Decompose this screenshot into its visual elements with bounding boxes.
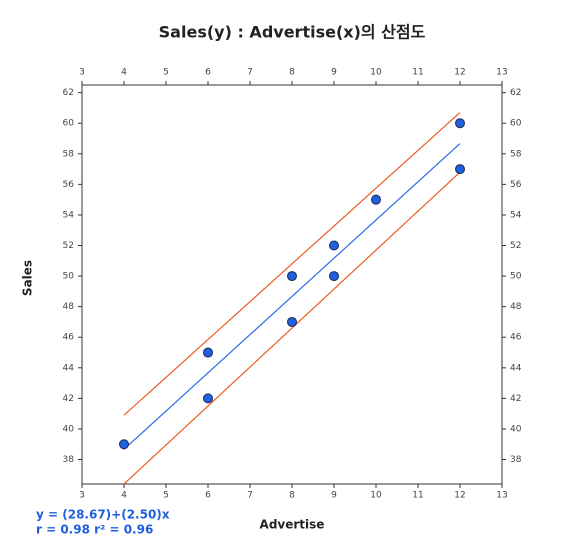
y-tick-label: 42 (510, 394, 521, 404)
y-tick-label: 38 (510, 455, 522, 465)
plot-frame (81, 84, 503, 485)
point (203, 347, 213, 358)
x-tick-label: 13 (496, 491, 507, 501)
x-tick-label: 10 (370, 68, 382, 78)
y-tick-label: 54 (63, 210, 75, 220)
x-tick-label: 7 (247, 491, 253, 501)
point (455, 164, 465, 175)
y-tick-label: 58 (63, 149, 75, 159)
x-tick-label: 8 (289, 491, 295, 501)
point (287, 316, 297, 327)
x-tick-label: 13 (496, 68, 507, 78)
x-tick-label: 7 (247, 68, 253, 78)
y-tick-label: 52 (63, 241, 74, 251)
point (329, 271, 339, 282)
y-tick-label: 60 (510, 119, 522, 129)
point (329, 240, 339, 251)
x-tick-label: 6 (205, 68, 211, 78)
annotation: y = (28.67)+(2.50)x (36, 508, 170, 522)
y-tick-label: 40 (510, 424, 522, 434)
fit-line (123, 171, 461, 485)
x-tick-label: 3 (79, 491, 85, 501)
fit-line (123, 143, 461, 450)
y-tick-label: 56 (63, 180, 75, 190)
x-tick-label: 5 (163, 491, 169, 501)
y-tick-label: 44 (510, 363, 522, 373)
x-tick-label: 11 (412, 68, 423, 78)
x-tick-label: 11 (412, 491, 423, 501)
fit-line (123, 112, 461, 416)
point (455, 118, 465, 129)
y-tick-label: 58 (510, 149, 522, 159)
y-tick-label: 50 (510, 272, 522, 282)
y-tick-label: 56 (510, 180, 522, 190)
y-tick-label: 38 (63, 455, 75, 465)
y-tick-label: 54 (510, 210, 522, 220)
x-tick-label: 12 (454, 491, 465, 501)
chart-title: Sales(y) : Advertise(x)의 산점도 (159, 23, 426, 42)
x-tick-label: 9 (331, 491, 337, 501)
y-tick-label: 46 (63, 333, 75, 343)
x-tick-label: 4 (121, 68, 127, 78)
point (287, 271, 297, 282)
point (119, 439, 129, 450)
y-tick-label: 50 (63, 272, 75, 282)
x-tick-label: 10 (370, 491, 382, 501)
x-tick-label: 4 (121, 491, 127, 501)
point (203, 393, 213, 404)
x-axis-label: Advertise (260, 518, 325, 532)
y-tick-label: 40 (63, 424, 75, 434)
y-tick-label: 48 (510, 302, 522, 312)
y-tick-label: 60 (63, 119, 75, 129)
x-tick-label: 8 (289, 68, 295, 78)
x-tick-label: 5 (163, 68, 169, 78)
x-tick-label: 9 (331, 68, 337, 78)
y-axis-label: Sales (21, 260, 35, 296)
y-tick-label: 44 (63, 363, 75, 373)
x-tick-label: 12 (454, 68, 465, 78)
annotation: r = 0.98 r² = 0.96 (36, 523, 153, 537)
x-tick-label: 3 (79, 68, 85, 78)
point (371, 194, 381, 205)
y-tick-label: 62 (63, 88, 74, 98)
y-tick-label: 62 (510, 88, 521, 98)
y-tick-label: 46 (510, 333, 522, 343)
y-tick-label: 42 (63, 394, 74, 404)
x-tick-label: 6 (205, 491, 211, 501)
y-tick-label: 48 (63, 302, 75, 312)
y-tick-label: 52 (510, 241, 521, 251)
